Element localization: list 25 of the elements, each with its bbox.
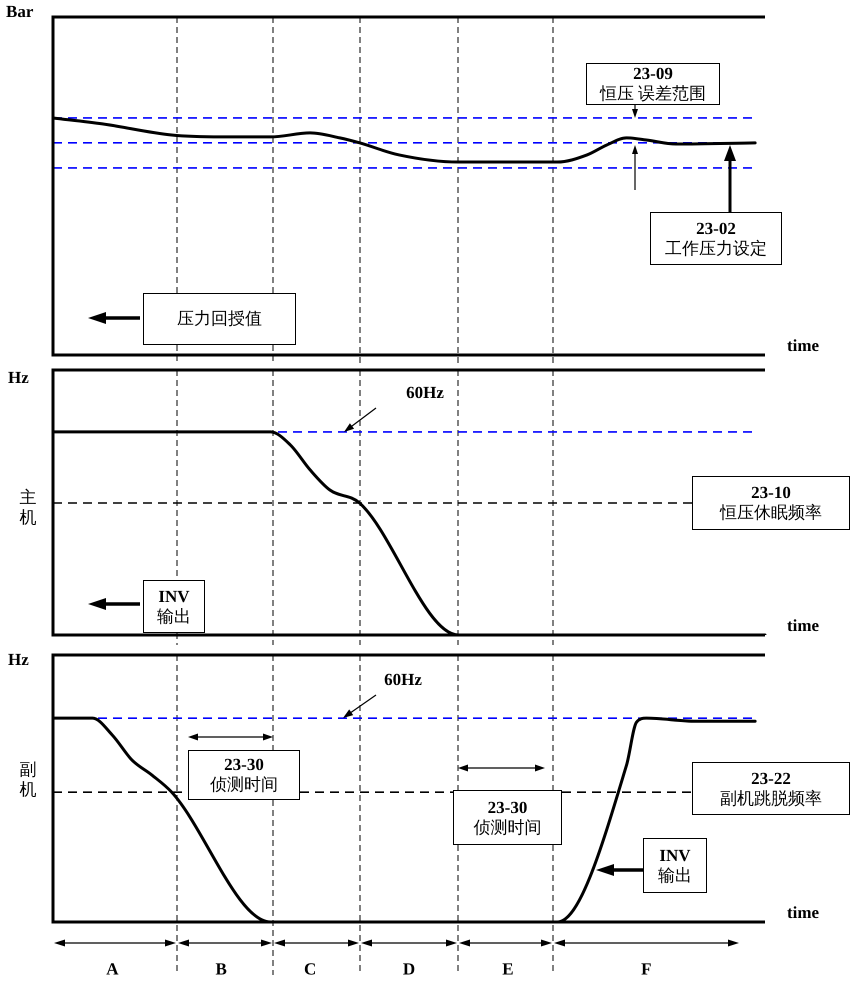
text: 主机	[18, 488, 38, 528]
x-axis-title: time	[787, 616, 820, 635]
x-axis-title: time	[787, 903, 820, 922]
ref-line-label: 60Hz	[405, 383, 445, 403]
text: 副机	[18, 760, 38, 800]
annotation: INV 输出	[157, 586, 191, 626]
y-axis-title: Hz	[8, 368, 29, 388]
y-axis-title: Hz	[8, 650, 29, 670]
annotation: 压力回授值	[177, 309, 262, 329]
x-tick-label: D	[402, 959, 416, 978]
ref-line-label: 23-10 恒压休眠频率	[720, 483, 822, 523]
text: 23-09 恒压 误差范围	[600, 64, 706, 104]
annotation: 23-30 侦测时间	[474, 798, 542, 838]
x-tick-label: F	[641, 959, 652, 978]
annotation: 23-02 工作压力设定	[665, 218, 767, 258]
y-axis-title: Bar	[6, 2, 34, 22]
x-axis-title: time	[787, 336, 820, 355]
annotation: 23-30 侦测时间	[210, 755, 278, 795]
ref-line-label: 60Hz	[383, 670, 423, 690]
x-tick-label: B	[215, 959, 227, 978]
x-tick-label: C	[304, 959, 316, 978]
x-tick-label: E	[502, 959, 514, 978]
ref-line-label: 23-22 副机跳脱频率	[720, 768, 822, 808]
x-tick-label: A	[106, 959, 120, 978]
annotation: INV 输出	[658, 846, 692, 886]
